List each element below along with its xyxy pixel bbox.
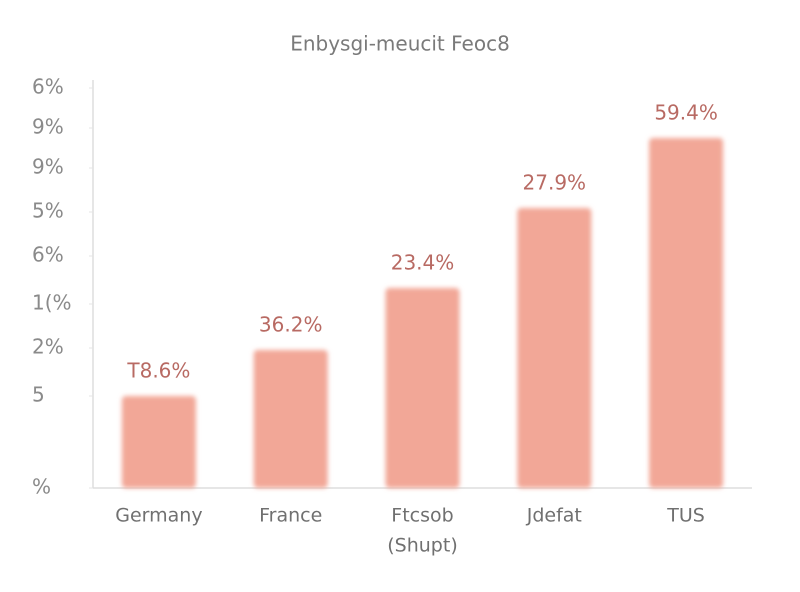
- x-tick-label: France: [259, 505, 322, 527]
- x-tick-label: TUS: [666, 505, 705, 527]
- value-label: T8.6%: [126, 359, 190, 383]
- y-tick-label: 9%: [32, 155, 64, 179]
- y-tick-label: 5%: [32, 199, 64, 223]
- x-tick-label: Jdefat: [526, 505, 582, 527]
- y-tick-label: 1(%: [32, 291, 72, 315]
- bar: [517, 208, 592, 488]
- chart-title: Enbysgi-meucit Feoc8: [290, 32, 510, 56]
- y-tick-label: 5: [32, 383, 45, 407]
- bar: [385, 288, 460, 488]
- y-tick-label: 9%: [32, 115, 64, 139]
- value-label: 23.4%: [391, 251, 455, 275]
- bar: [253, 350, 328, 488]
- y-tick-label: 2%: [32, 335, 64, 359]
- y-tick-label: 6%: [32, 243, 64, 267]
- value-label: 27.9%: [523, 171, 587, 195]
- x-tick-label: Germany: [115, 505, 202, 527]
- value-label: 36.2%: [259, 313, 323, 337]
- bar: [121, 396, 196, 488]
- value-label: 59.4%: [654, 101, 718, 125]
- x-tick-label: Ftcsob: [391, 505, 453, 527]
- y-tick-label: 6%: [32, 75, 64, 99]
- y-tick-label: %: [32, 475, 51, 499]
- x-tick-label: (Shupt): [387, 535, 457, 557]
- bar: [649, 138, 724, 488]
